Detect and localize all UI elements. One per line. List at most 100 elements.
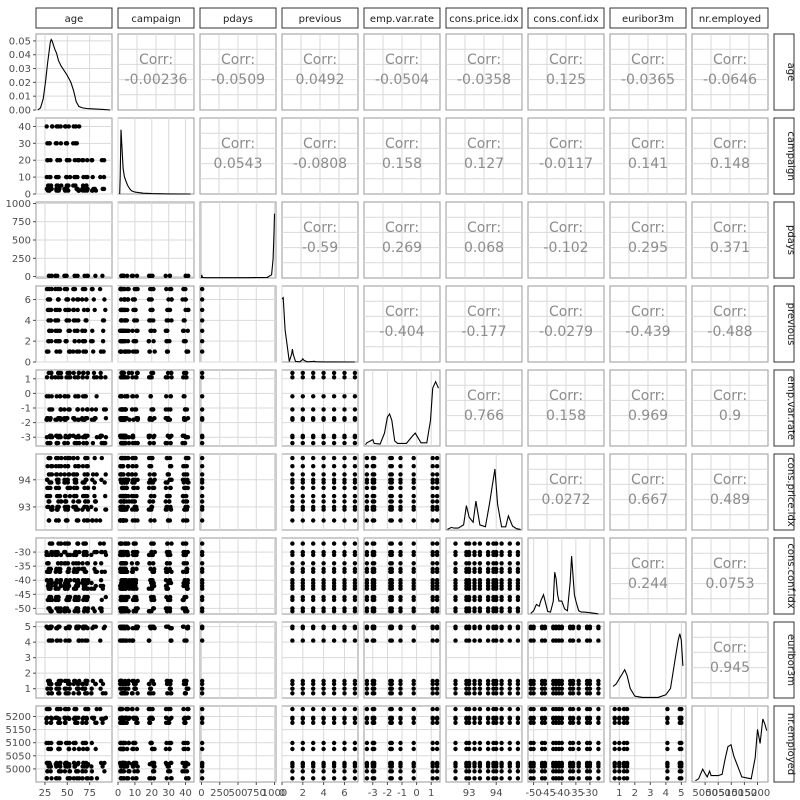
- x-tick-label: 4: [663, 788, 669, 799]
- scatter-point: [576, 746, 581, 752]
- scatter-point: [80, 186, 85, 192]
- scatter-point: [494, 566, 499, 572]
- scatter-point: [53, 518, 59, 523]
- scatter-point: [135, 328, 140, 333]
- scatter-point: [364, 624, 370, 629]
- scatter-point: [62, 186, 67, 192]
- scatter-point: [119, 318, 124, 323]
- scatter-point: [53, 307, 58, 313]
- scatter-point: [125, 307, 130, 313]
- scatter-point: [352, 375, 358, 380]
- scatter-point: [389, 720, 394, 725]
- scatter-point: [126, 776, 131, 781]
- panel-border: [35, 117, 113, 195]
- scatter-point: [507, 760, 512, 766]
- panel-1-7: Corr:0.141: [609, 117, 687, 195]
- scatter-point: [430, 566, 435, 572]
- scatter-point: [200, 504, 205, 510]
- scatter-point: [62, 407, 67, 412]
- x-tick-label: 10: [129, 788, 142, 799]
- x-tick-label: 1: [428, 788, 434, 799]
- scatter-point: [150, 273, 155, 278]
- scatter-point: [169, 760, 174, 766]
- scatter-point: [587, 776, 593, 781]
- scatter-point: [71, 433, 76, 438]
- scatter-point: [612, 706, 617, 712]
- scatter-point: [472, 706, 477, 712]
- x-tick-label: 5150: [732, 788, 757, 799]
- scatter-point: [342, 678, 347, 684]
- scatter-point: [331, 760, 337, 766]
- y-tick-label: 1: [25, 684, 31, 695]
- scatter-point: [472, 561, 477, 566]
- scatter-point: [71, 504, 76, 510]
- scatter-point: [101, 318, 107, 323]
- scatter-point: [342, 720, 347, 725]
- scatter-point: [47, 760, 52, 766]
- corr-value: -0.439: [625, 324, 670, 340]
- scatter-point: [466, 606, 472, 611]
- scatter-point: [352, 561, 358, 566]
- scatter-point: [167, 464, 173, 469]
- scatter-point: [89, 580, 94, 586]
- scatter-point: [67, 686, 72, 691]
- strip-top-label-3: previous: [299, 14, 342, 25]
- corr-label: Corr:: [303, 220, 337, 236]
- scatter-point: [185, 328, 190, 333]
- scatter-point: [617, 776, 622, 781]
- scatter-point: [167, 594, 173, 600]
- scatter-point: [47, 174, 52, 180]
- scatter-point: [321, 518, 326, 523]
- scatter-point: [181, 339, 187, 344]
- scatter-point: [131, 740, 136, 746]
- scatter-point: [163, 416, 168, 421]
- scatter-point: [146, 297, 152, 302]
- scatter-point: [372, 485, 377, 491]
- scatter-point: [411, 541, 416, 546]
- panel-border: [445, 537, 523, 615]
- scatter-point: [398, 541, 403, 546]
- scatter-point: [342, 504, 347, 510]
- scatter-point: [98, 706, 103, 712]
- scatter-point: [135, 691, 140, 696]
- scatter-point: [125, 549, 130, 555]
- scatter-point: [75, 407, 80, 412]
- scatter-point: [430, 455, 435, 461]
- scatter-point: [103, 375, 108, 380]
- scatter-point: [485, 681, 491, 687]
- scatter-point: [621, 776, 627, 781]
- scatter-point: [576, 760, 581, 766]
- scatter-point: [44, 549, 49, 555]
- scatter-point: [542, 760, 548, 766]
- scatter-point: [126, 370, 131, 376]
- scatter-point: [135, 769, 140, 774]
- scatter-point: [559, 715, 564, 720]
- scatter-point: [169, 370, 174, 376]
- scatter-point: [300, 776, 305, 781]
- strip-top-label-2: pdays: [223, 14, 253, 25]
- scatter-point: [44, 624, 49, 629]
- scatter-point: [80, 493, 86, 499]
- corr-value: 0.148: [710, 156, 750, 172]
- scatter-point: [352, 678, 358, 684]
- strip-right-label-0: age: [785, 63, 796, 82]
- scatter-point: [59, 464, 64, 469]
- scatter-point: [485, 746, 491, 752]
- y-tick-label: 10: [18, 173, 31, 184]
- scatter-point: [364, 561, 370, 566]
- scatter-point: [125, 746, 130, 752]
- scatter-point: [125, 394, 130, 399]
- scatter-point: [77, 549, 82, 555]
- scatter-point: [165, 328, 170, 333]
- scatter-point: [151, 561, 156, 566]
- scatter-point: [183, 297, 188, 302]
- scatter-point: [411, 606, 416, 611]
- scatter-point: [62, 541, 68, 546]
- scatter-point: [411, 561, 416, 566]
- scatter-point: [62, 440, 67, 446]
- scatter-point: [131, 541, 137, 546]
- y-tick-label: 2: [25, 669, 31, 680]
- scatter-point: [372, 499, 377, 504]
- y-tick-label: 500: [12, 236, 31, 247]
- scatter-point: [485, 776, 491, 781]
